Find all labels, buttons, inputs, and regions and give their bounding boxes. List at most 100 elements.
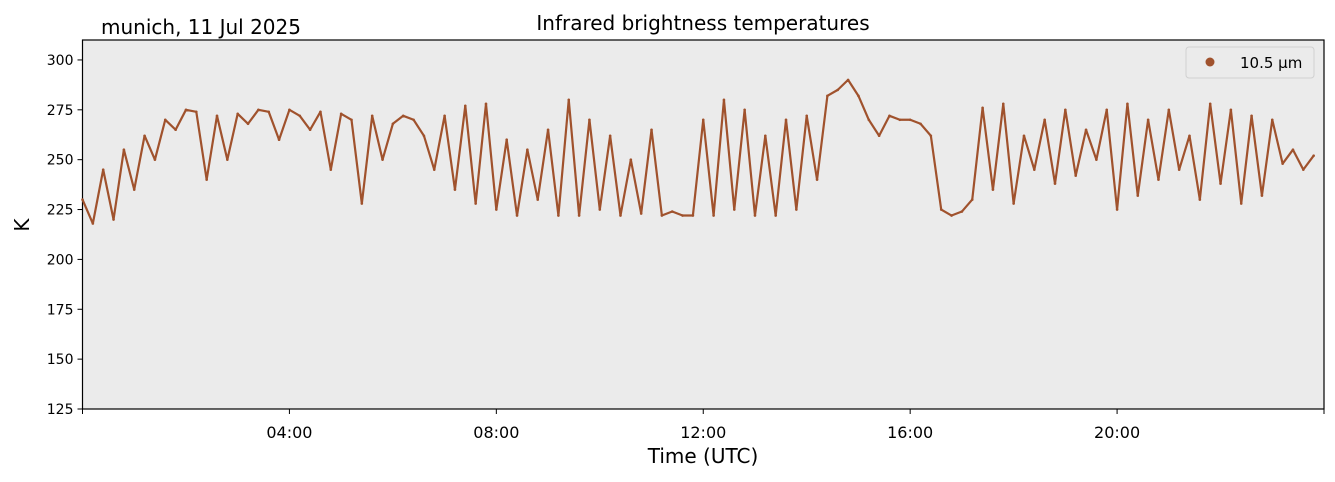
data-point bbox=[557, 214, 560, 217]
data-point bbox=[753, 214, 757, 217]
data-point bbox=[101, 168, 105, 171]
data-point bbox=[588, 118, 591, 122]
data-point bbox=[1053, 182, 1057, 185]
data-point bbox=[339, 112, 343, 116]
legend-marker bbox=[1205, 57, 1215, 67]
data-point bbox=[412, 118, 415, 122]
data-point bbox=[598, 208, 602, 211]
data-point bbox=[567, 98, 571, 102]
data-point bbox=[443, 114, 446, 118]
data-point bbox=[432, 168, 436, 171]
data-point bbox=[1064, 108, 1067, 112]
data-point bbox=[764, 134, 767, 138]
data-point bbox=[319, 110, 322, 114]
data-point bbox=[484, 102, 488, 106]
data-point bbox=[226, 158, 229, 161]
data-point bbox=[1001, 102, 1005, 106]
x-tick-label: 08:00 bbox=[473, 423, 519, 442]
data-point bbox=[215, 114, 219, 118]
data-point bbox=[236, 112, 239, 116]
data-point bbox=[1177, 168, 1181, 171]
data-point bbox=[184, 108, 188, 112]
data-point bbox=[1115, 208, 1119, 211]
data-point bbox=[381, 158, 384, 161]
data-point bbox=[1208, 102, 1212, 106]
data-point bbox=[195, 110, 198, 114]
data-point bbox=[608, 134, 612, 138]
data-point bbox=[1074, 174, 1077, 177]
series-line bbox=[81, 78, 1315, 225]
data-point bbox=[1188, 134, 1191, 138]
data-point bbox=[422, 134, 426, 138]
data-point bbox=[732, 208, 736, 211]
legend: 10.5 µm bbox=[1185, 46, 1315, 79]
data-point bbox=[1270, 118, 1274, 122]
data-point bbox=[122, 148, 126, 152]
data-point bbox=[815, 178, 819, 181]
data-point bbox=[846, 78, 850, 82]
data-point bbox=[401, 114, 405, 118]
data-point bbox=[619, 214, 622, 217]
data-point bbox=[577, 214, 581, 217]
data-point bbox=[908, 118, 912, 122]
data-point bbox=[691, 214, 695, 217]
data-point bbox=[1043, 118, 1046, 122]
data-point bbox=[1260, 194, 1264, 197]
data-point bbox=[888, 114, 891, 118]
data-point bbox=[1219, 182, 1222, 185]
y-tick-label: 125 bbox=[47, 402, 74, 418]
data-point bbox=[505, 138, 508, 142]
data-point bbox=[360, 202, 364, 205]
data-point bbox=[1198, 198, 1202, 201]
y-tick-label: 225 bbox=[47, 203, 74, 219]
data-point bbox=[650, 128, 653, 132]
data-point bbox=[722, 98, 726, 102]
data-point bbox=[546, 128, 550, 132]
y-tick-label: 250 bbox=[47, 153, 74, 169]
data-point bbox=[277, 138, 281, 142]
data-point bbox=[929, 134, 933, 138]
data-point bbox=[91, 222, 95, 225]
data-point bbox=[981, 106, 984, 110]
data-point bbox=[174, 128, 177, 132]
y-tick-label: 150 bbox=[47, 352, 74, 368]
data-point bbox=[308, 128, 312, 132]
data-point bbox=[143, 134, 146, 138]
y-axis: 125 150 175 200 225 250 275 300 bbox=[47, 53, 83, 418]
data-point bbox=[805, 114, 809, 118]
data-point bbox=[1084, 128, 1088, 132]
data-point bbox=[132, 188, 136, 191]
data-point bbox=[950, 214, 953, 217]
data-point bbox=[919, 122, 922, 126]
data-point bbox=[1229, 108, 1233, 112]
data-point bbox=[939, 208, 943, 211]
x-tick-label: 12:00 bbox=[680, 423, 726, 442]
data-point bbox=[795, 208, 798, 211]
data-point bbox=[629, 158, 633, 161]
data-point bbox=[836, 88, 840, 92]
y-tick-label: 275 bbox=[47, 103, 74, 119]
data-point bbox=[81, 198, 84, 201]
y-tick-label: 300 bbox=[47, 53, 74, 69]
data-point bbox=[1281, 162, 1284, 165]
data-point bbox=[257, 108, 260, 112]
data-point bbox=[639, 212, 643, 215]
y-tick-label: 175 bbox=[47, 302, 74, 318]
data-point bbox=[898, 118, 902, 122]
data-point bbox=[1136, 194, 1140, 197]
data-point bbox=[526, 148, 529, 152]
plot-area bbox=[81, 39, 1325, 410]
x-axis: 04:00 08:00 12:00 16:00 20:00 bbox=[82, 409, 1325, 442]
data-point bbox=[701, 118, 705, 122]
data-point bbox=[867, 118, 871, 122]
data-point bbox=[370, 114, 374, 118]
legend-box bbox=[1185, 46, 1315, 79]
x-tick-label: 16:00 bbox=[887, 423, 933, 442]
data-point bbox=[536, 198, 540, 201]
data-point bbox=[246, 122, 250, 126]
data-point bbox=[970, 198, 974, 201]
data-point bbox=[205, 178, 208, 181]
data-point bbox=[1167, 108, 1171, 112]
data-point bbox=[1302, 168, 1305, 171]
data-point bbox=[1146, 118, 1150, 122]
